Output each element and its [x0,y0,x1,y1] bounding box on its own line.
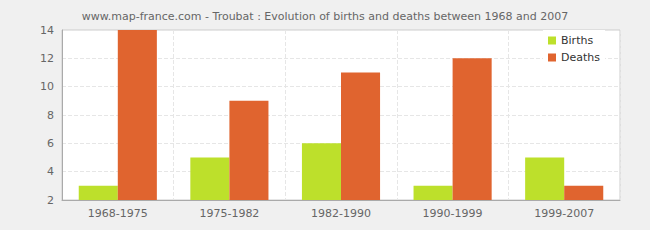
svg-text:Births: Births [561,34,593,47]
svg-text:8: 8 [47,109,54,122]
svg-text:10: 10 [40,80,54,93]
svg-text:1975-1982: 1975-1982 [199,207,259,220]
svg-text:www.map-france.com - Troubat :: www.map-france.com - Troubat : Evolution… [82,10,568,23]
svg-text:1999-2007: 1999-2007 [534,207,594,220]
svg-text:Deaths: Deaths [561,51,600,64]
svg-text:14: 14 [40,24,54,37]
svg-text:6: 6 [47,137,54,150]
svg-text:4: 4 [47,165,54,178]
svg-text:12: 12 [40,52,54,65]
svg-text:1990-1999: 1990-1999 [423,207,483,220]
svg-text:2: 2 [47,194,54,207]
svg-text:1982-1990: 1982-1990 [311,207,371,220]
svg-text:1968-1975: 1968-1975 [88,207,148,220]
